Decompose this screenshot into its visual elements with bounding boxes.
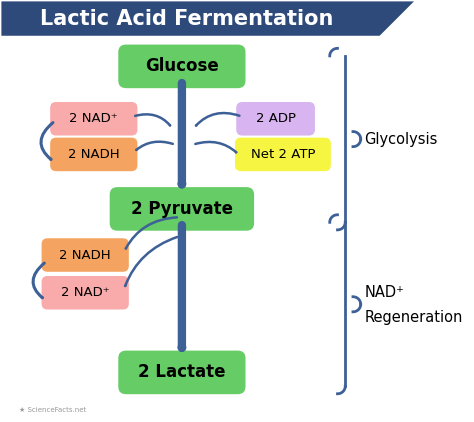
FancyBboxPatch shape	[118, 45, 246, 88]
Text: Lactic Acid Fermentation: Lactic Acid Fermentation	[39, 8, 333, 29]
Text: Glycolysis: Glycolysis	[365, 132, 438, 146]
Text: 2 NAD⁺: 2 NAD⁺	[70, 112, 118, 125]
Text: NAD⁺: NAD⁺	[365, 285, 404, 300]
Text: Net 2 ATP: Net 2 ATP	[251, 148, 315, 161]
Text: 2 Pyruvate: 2 Pyruvate	[131, 200, 233, 218]
FancyBboxPatch shape	[50, 138, 137, 171]
FancyBboxPatch shape	[235, 138, 331, 171]
FancyBboxPatch shape	[42, 238, 129, 272]
Text: ★ ScienceFacts.net: ★ ScienceFacts.net	[18, 407, 86, 413]
Text: 2 NAD⁺: 2 NAD⁺	[61, 286, 109, 299]
Text: 2 NADH: 2 NADH	[59, 249, 111, 262]
FancyBboxPatch shape	[118, 351, 246, 394]
FancyBboxPatch shape	[236, 102, 315, 135]
FancyBboxPatch shape	[50, 102, 137, 135]
FancyBboxPatch shape	[109, 187, 254, 231]
Text: Regeneration: Regeneration	[365, 310, 463, 325]
Text: 2 ADP: 2 ADP	[255, 112, 296, 125]
Text: 2 NADH: 2 NADH	[68, 148, 119, 161]
FancyBboxPatch shape	[42, 276, 129, 309]
Polygon shape	[1, 1, 414, 36]
Text: 2 Lactate: 2 Lactate	[138, 363, 226, 381]
Text: Glucose: Glucose	[145, 57, 219, 76]
